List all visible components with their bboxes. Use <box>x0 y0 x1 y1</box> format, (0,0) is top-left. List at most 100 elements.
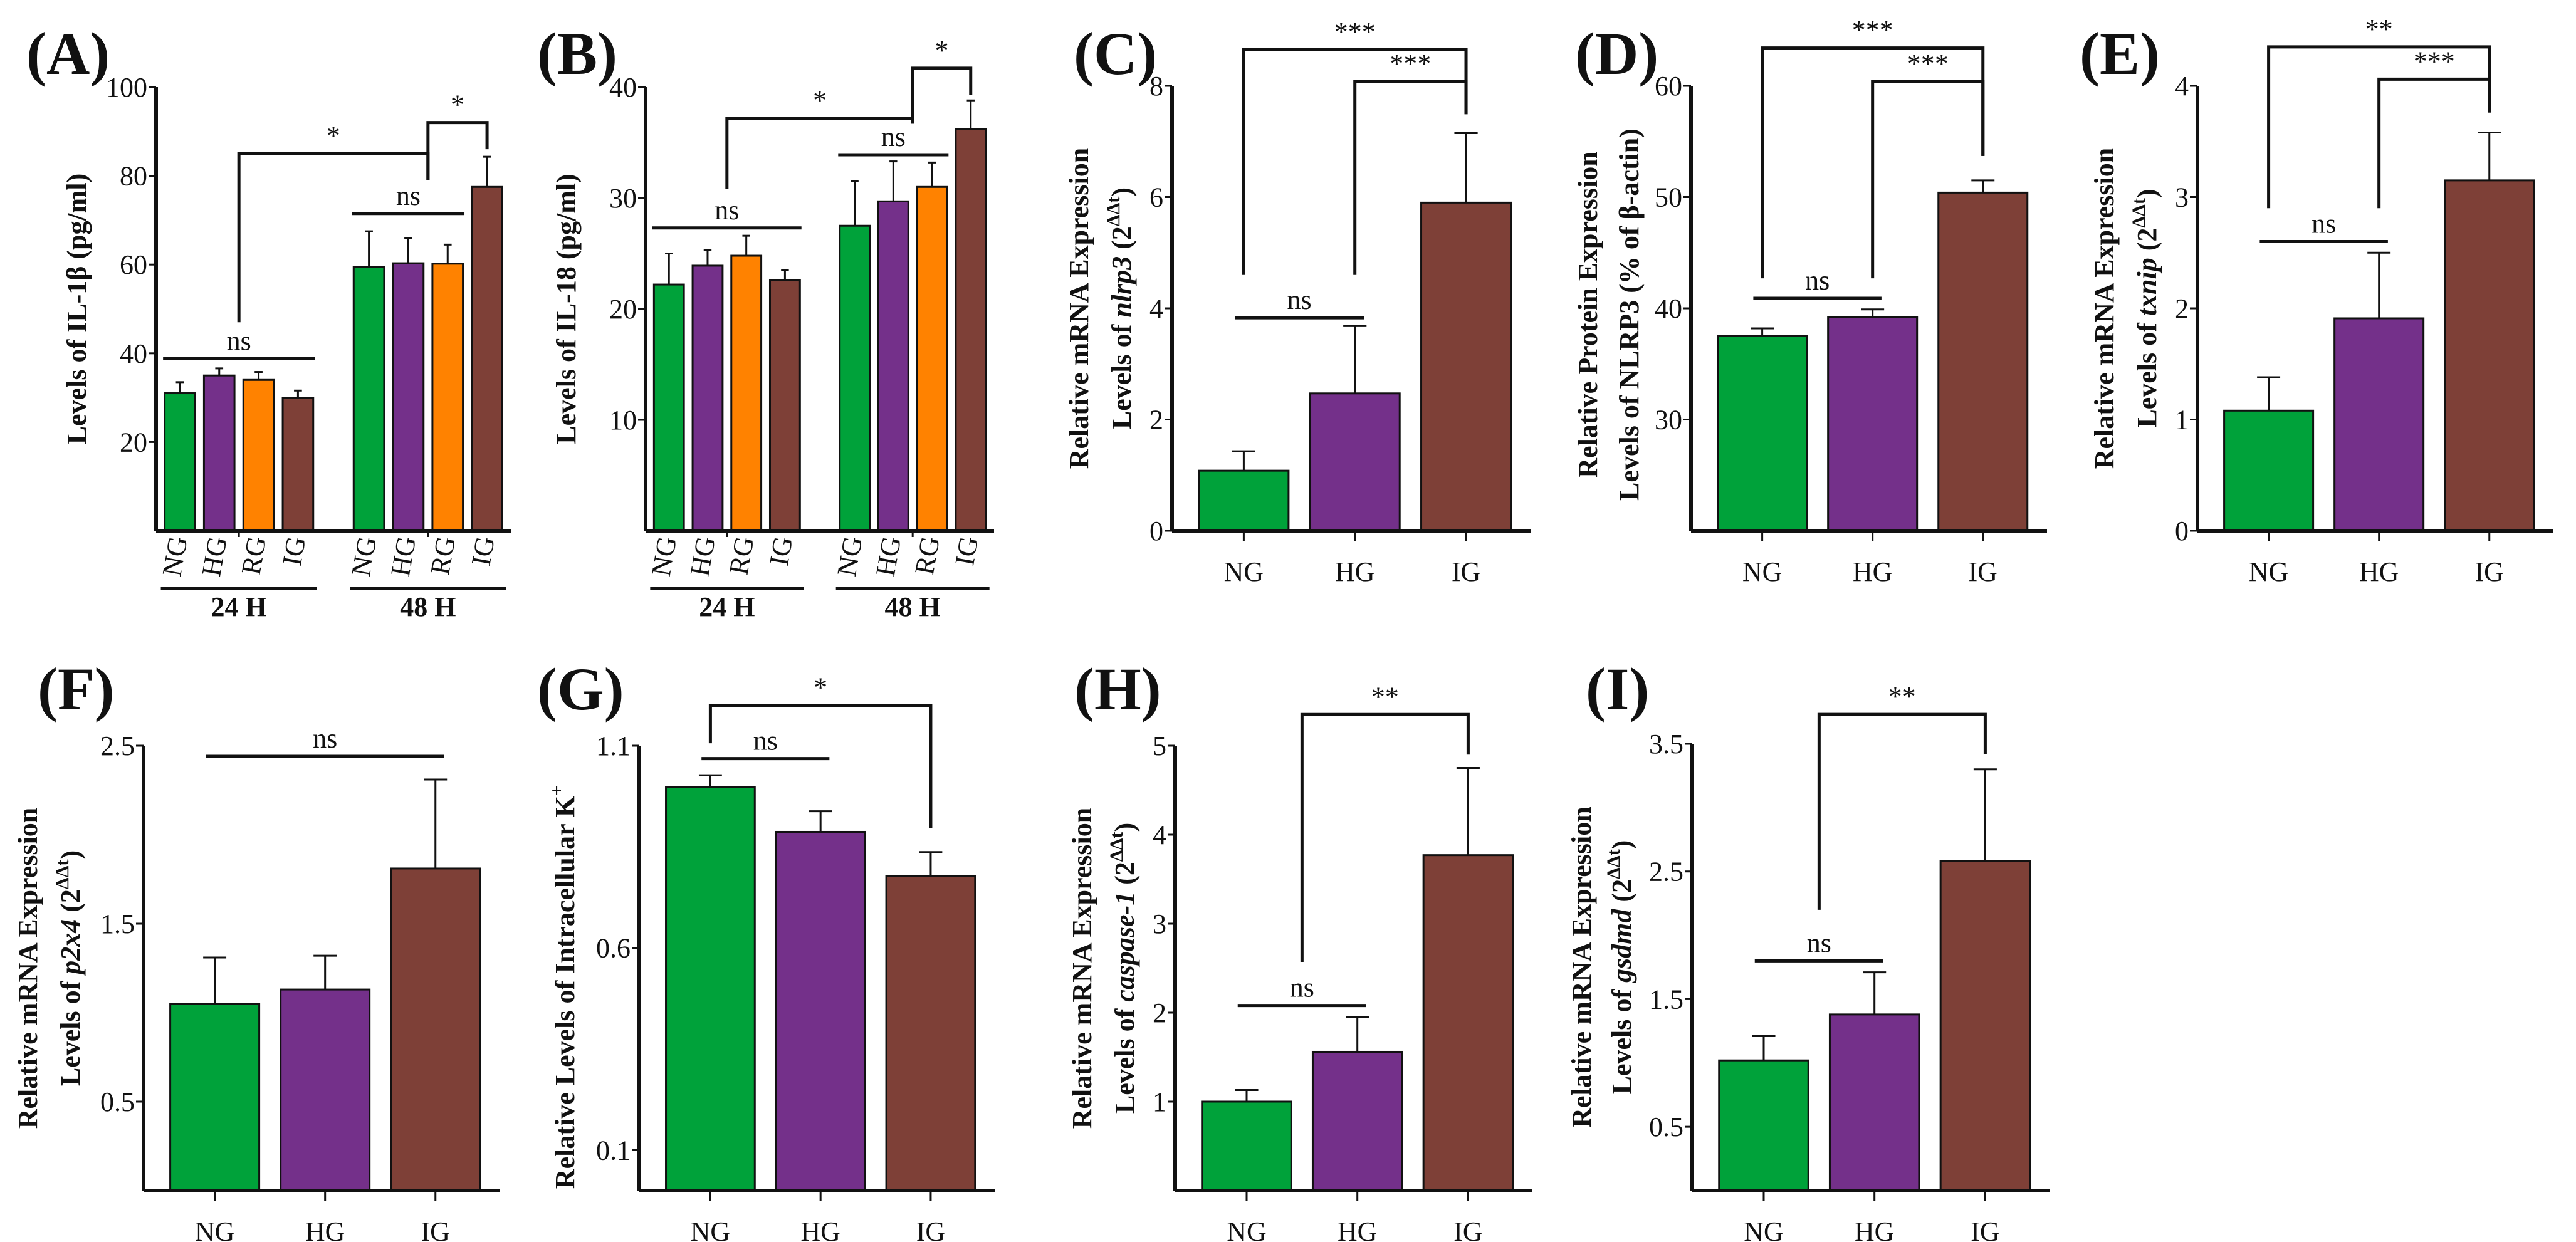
y-axis-label: Levels of NLRP3 (% of β-actin) <box>1614 128 1645 501</box>
label-part: nlrp3 <box>1106 256 1137 318</box>
significance-bracket <box>911 66 973 124</box>
y-axis-label: Levels of nlrp3 (2ΔΔt) <box>1103 187 1137 429</box>
bar-ig <box>1420 201 1512 532</box>
label-part: Levels of NLRP3 (% of β-actin) <box>1614 128 1645 501</box>
y-tick-label: 3 <box>2175 182 2189 213</box>
significance-bracket <box>708 703 933 828</box>
significance-label: ns <box>1807 927 1831 958</box>
bar-ig <box>885 875 976 1192</box>
y-tick-label: 0.5 <box>100 1087 135 1117</box>
y-axis-label: Relative mRNA Expression <box>2089 148 2120 469</box>
bar-hg <box>691 264 724 532</box>
label-part: ) <box>1109 823 1140 832</box>
significance-label: * <box>813 85 827 116</box>
y-tick-label: 5 <box>1153 731 1166 761</box>
bar-hg <box>1309 392 1401 532</box>
y-tick-label: 2 <box>1149 405 1163 436</box>
y-tick-label: 2 <box>1153 998 1166 1028</box>
x-tick-label: NG <box>1227 1216 1267 1242</box>
panel-g: (G) 0.1 0.6 1.1 NG HG IG Relative Levels of Int… <box>537 655 995 1242</box>
y-tick-label: 3 <box>1153 909 1166 939</box>
panel-i: (I) 0.5 1.5 2.5 3.5 NG HG IG Relative mRNA Expre… <box>1566 655 2050 1242</box>
y-tick-label: 0.5 <box>1649 1112 1683 1142</box>
significance-bracket <box>1353 80 1468 275</box>
label-part: Relative Protein Expression <box>1573 151 1603 477</box>
x-tick-label: IG <box>949 534 984 568</box>
y-tick-label: 2.5 <box>100 731 135 761</box>
y-tick-label: 8 <box>1149 71 1163 102</box>
bar-ng <box>164 392 196 532</box>
panel-label: (D) <box>1575 20 1658 87</box>
panel-label: (B) <box>537 20 617 87</box>
bar-ig <box>390 867 481 1192</box>
bar-ig <box>955 128 987 532</box>
y-axis-label: Levels of IL-1β (pg/ml) <box>61 174 92 445</box>
bar-rg <box>431 263 464 532</box>
x-tick-label: RG <box>909 534 946 577</box>
label-part: Levels of IL-1β (pg/ml) <box>61 174 92 445</box>
panel-e: (E) 0 1 2 3 4 NG HG IG Relative mRNA Expression Le… <box>2080 14 2553 587</box>
y-axis-label: Levels of caspase-1 (2ΔΔt) <box>1106 823 1140 1114</box>
y-tick-label: 2 <box>2175 293 2189 324</box>
x-tick-label: NG <box>1742 556 1783 587</box>
y-tick-label: 30 <box>609 183 637 214</box>
y-tick-label: 0 <box>1149 516 1163 546</box>
y-tick-label: 0.1 <box>596 1135 631 1166</box>
x-tick-label: HG <box>1853 556 1893 587</box>
x-tick-label: RG <box>723 534 760 577</box>
superscript: ΔΔt <box>2128 198 2149 228</box>
label-part: p2x4 <box>55 919 86 977</box>
x-tick-label: HG <box>1855 1216 1895 1242</box>
significance-label: *** <box>1907 48 1949 79</box>
x-tick-label: HG <box>800 1216 840 1242</box>
group-label: 24 H <box>699 592 755 622</box>
y-axis-label: Levels of txnip (2ΔΔt) <box>2128 189 2162 427</box>
y-tick-label: 4 <box>2175 71 2189 102</box>
y-tick-label: 4 <box>1149 293 1163 324</box>
bar-ng <box>1201 1100 1292 1192</box>
y-tick-label: 1.1 <box>596 731 631 761</box>
bar-hg <box>202 374 236 532</box>
bar-hg <box>1828 1013 1920 1192</box>
label-part: ) <box>2132 189 2162 198</box>
y-axis-label: Relative Levels of Intracellular K+ <box>547 785 580 1189</box>
y-axis-label: Relative mRNA Expression <box>1566 806 1597 1128</box>
group-label: 48 H <box>885 592 941 622</box>
x-tick-label: NG <box>1224 556 1264 587</box>
x-tick-label: HG <box>684 534 721 578</box>
significance-label: * <box>814 672 827 702</box>
x-tick-label: HG <box>196 534 233 578</box>
x-tick-label: NG <box>691 1216 731 1242</box>
significance-label: * <box>935 35 948 66</box>
panel-label: (F) <box>38 655 115 723</box>
label-part: ) <box>55 850 86 860</box>
significance-label: * <box>327 120 340 151</box>
label-part: Relative mRNA Expression <box>2089 148 2120 469</box>
y-tick-label: 60 <box>1655 71 1682 102</box>
y-tick-label: 20 <box>120 427 147 457</box>
bar-hg <box>1827 316 1919 532</box>
significance-bracket <box>2377 77 2491 209</box>
bar-ng <box>2223 409 2315 532</box>
x-tick-label: HG <box>1338 1216 1378 1242</box>
x-tick-label: IG <box>276 534 312 568</box>
x-tick-label: NG <box>345 534 382 578</box>
panel-label: (I) <box>1586 655 1649 723</box>
significance-label: ** <box>1888 681 1916 712</box>
significance-label: * <box>451 90 464 120</box>
label-part: (2 <box>2132 228 2162 258</box>
y-axis-label: Relative mRNA Expression <box>13 808 43 1129</box>
bar-ng <box>1717 335 1808 532</box>
label-part: txnip <box>2132 258 2162 316</box>
x-tick-label: HG <box>1335 556 1375 587</box>
y-tick-label: 100 <box>106 72 147 103</box>
x-tick-label: HG <box>2359 556 2399 587</box>
y-axis-label: Levels of gsdmd (2ΔΔt) <box>1603 840 1637 1095</box>
x-tick-label: NG <box>195 1216 235 1242</box>
y-tick-label: 3.5 <box>1649 729 1683 759</box>
bar-ig <box>281 397 315 532</box>
significance-label: *** <box>2414 46 2455 76</box>
bar-ng <box>352 266 385 532</box>
y-tick-label: 1 <box>1153 1087 1166 1117</box>
